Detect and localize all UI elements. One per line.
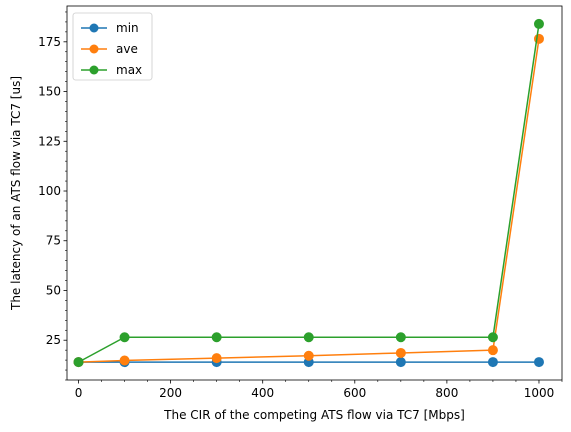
data-point-min [487,357,498,368]
legend-marker-min [89,23,99,33]
data-point-max [395,332,406,343]
x-tick-label: 200 [159,386,182,400]
x-tick-label: 800 [435,386,458,400]
y-tick-label: 150 [38,85,61,99]
x-tick-label: 600 [343,386,366,400]
x-tick-label: 1000 [524,386,555,400]
data-point-ave [395,347,406,358]
legend-marker-max [89,65,99,75]
y-axis-label: The latency of an ATS flow via TC7 [us] [9,76,23,311]
y-axis-ticks: 25 50 75 100 125 150 175 [38,11,67,381]
data-point-ave [211,353,222,364]
data-point-max [211,332,222,343]
y-tick-label: 25 [46,333,61,347]
data-point-max [303,332,314,343]
x-axis-label: The CIR of the competing ATS flow via TC… [163,408,465,422]
data-point-ave [487,345,498,356]
legend: min ave max [72,12,153,81]
y-tick-label: 50 [46,283,61,297]
y-tick-label: 100 [38,184,61,198]
x-tick-label: 0 [75,386,83,400]
series-layer [73,18,544,368]
legend-label-max: max [116,63,142,77]
x-axis-ticks: 0 200 400 600 800 1000 [75,380,563,400]
y-tick-label: 125 [38,134,61,148]
data-point-max [73,357,84,368]
y-tick-label: 175 [38,35,61,49]
data-point-min [395,357,406,368]
data-point-max [487,332,498,343]
legend-label-ave: ave [116,42,138,56]
data-point-max [533,18,544,29]
data-point-max [119,332,130,343]
y-tick-label: 75 [46,234,61,248]
plot-frame [66,5,563,381]
data-point-ave [119,355,130,366]
x-tick-label: 400 [251,386,274,400]
legend-marker-ave [89,44,99,54]
data-point-ave [303,350,314,361]
legend-label-min: min [116,21,139,35]
data-point-min [533,357,544,368]
